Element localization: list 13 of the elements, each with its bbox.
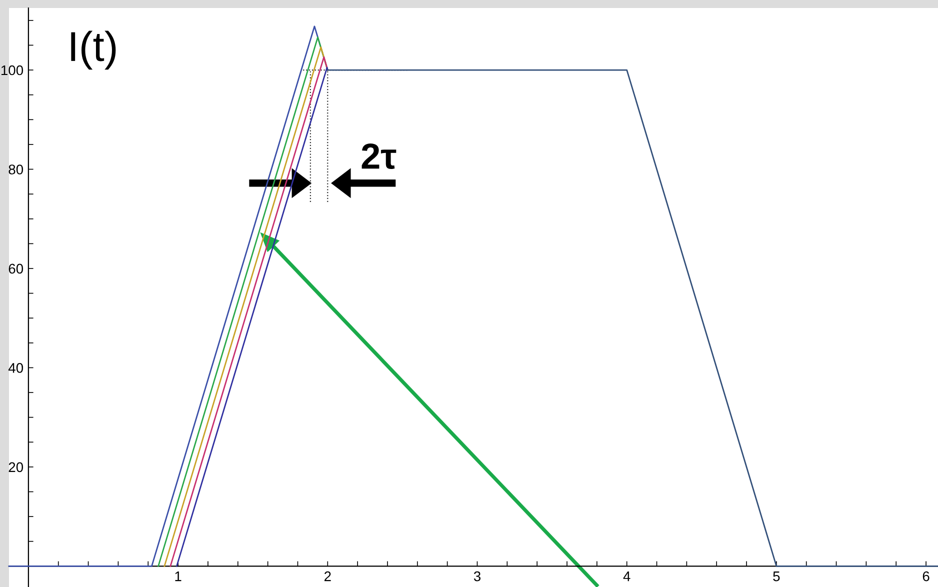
- x-tick-label: 1: [175, 572, 182, 582]
- y-tick-label: 40: [8, 363, 24, 373]
- x-tick-label: 4: [623, 572, 630, 582]
- y-axis-title: I(t): [71, 30, 116, 70]
- x-tick-label: 5: [773, 572, 780, 582]
- x-tick-label: 6: [922, 571, 930, 582]
- x-tick-label: 3: [474, 571, 480, 582]
- y-tick-label: 80: [8, 164, 24, 174]
- x-tick-label: 2: [324, 571, 331, 582]
- y-tick-label: 60: [8, 264, 24, 274]
- y-tick-label: 20: [8, 462, 24, 472]
- y-tick-label: 100: [1, 65, 24, 76]
- annotation: 2τ: [362, 143, 396, 170]
